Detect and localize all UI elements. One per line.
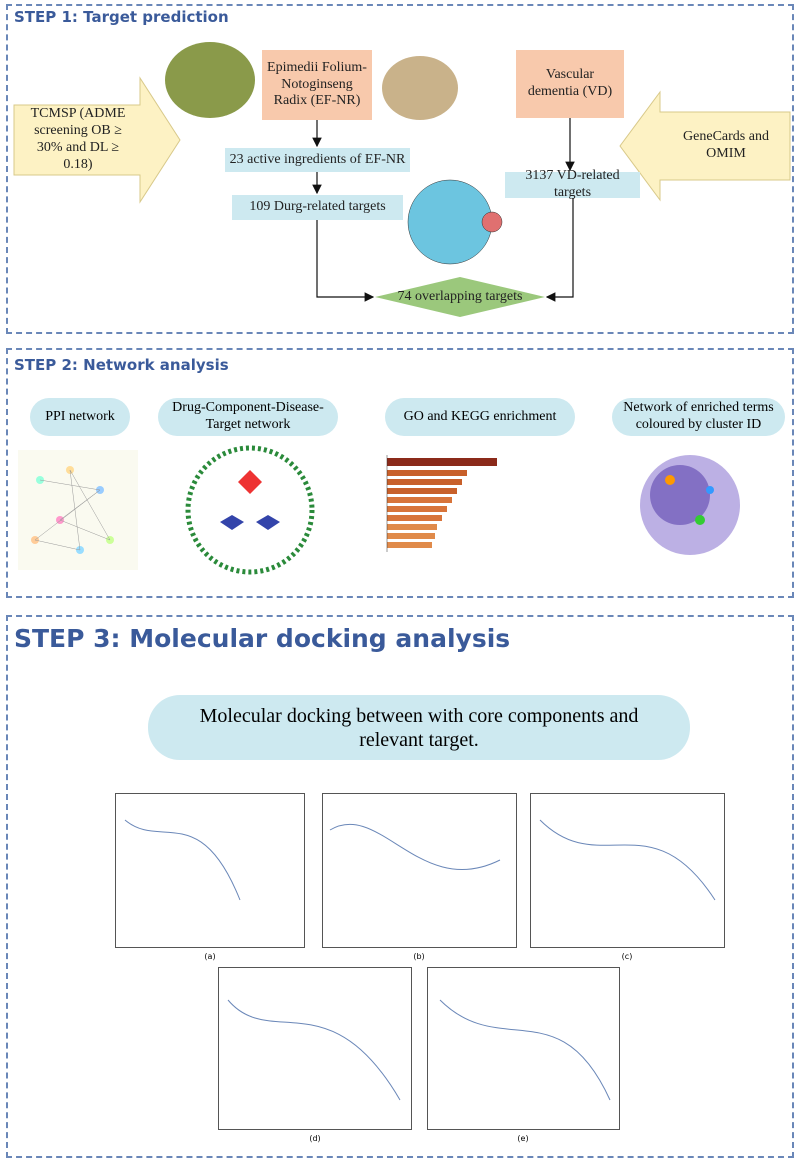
venn-drug bbox=[481, 211, 503, 233]
panel-title: GO and KEGG enrichment bbox=[385, 398, 575, 436]
node-label: GeneCards and OMIM bbox=[683, 129, 769, 161]
panel-label: (b) bbox=[413, 952, 425, 961]
step3-frame bbox=[6, 615, 794, 1158]
node-label: 74 overlapping targets bbox=[397, 288, 523, 304]
docking-ribbons bbox=[124, 819, 716, 1101]
node: Vascular dementia (VD) bbox=[516, 50, 624, 118]
arrow bbox=[316, 220, 375, 302]
description: Molecular docking between with core comp… bbox=[148, 695, 690, 760]
tcmsp-arrow bbox=[13, 76, 181, 204]
node: 23 active ingredients of EF-NR bbox=[225, 148, 410, 172]
genecards-arrow bbox=[619, 90, 791, 202]
ppi-image bbox=[18, 450, 138, 570]
panel-title: Drug-Component-Disease-Target network bbox=[158, 398, 338, 436]
dcdt-image bbox=[185, 445, 315, 575]
step-title: STEP 3: Molecular docking analysis bbox=[14, 624, 511, 653]
docking-panel bbox=[530, 793, 725, 948]
step-title: STEP 2: Network analysis bbox=[14, 356, 229, 374]
enrichment-image bbox=[386, 455, 497, 552]
root-image bbox=[382, 56, 458, 120]
arrow bbox=[545, 198, 574, 302]
panel-label: (d) bbox=[309, 1134, 321, 1143]
cluster-image bbox=[640, 455, 740, 555]
panel-label: (c) bbox=[621, 952, 633, 961]
overlap-diamond bbox=[375, 277, 545, 317]
panel-title: Network of enriched terms coloured by cl… bbox=[612, 398, 785, 436]
docking-panel bbox=[322, 793, 517, 948]
panel-label: (e) bbox=[517, 1134, 529, 1143]
step2-frame bbox=[6, 348, 794, 598]
step-title: STEP 1: Target prediction bbox=[14, 8, 229, 26]
step1-frame bbox=[6, 4, 794, 334]
leaf-image bbox=[165, 42, 255, 118]
panel-title: PPI network bbox=[30, 398, 130, 436]
docking-panel bbox=[115, 793, 305, 948]
node: 3137 VD-related targets bbox=[505, 168, 640, 200]
docking-panel bbox=[218, 967, 412, 1130]
panel-label: (a) bbox=[204, 952, 216, 961]
node: 109 Durg-related targets bbox=[232, 195, 403, 220]
docking-panel bbox=[427, 967, 620, 1130]
node-label: TCMSP (ADME screening OB ≥ 30% and DL ≥ … bbox=[30, 106, 126, 172]
node: Epimedii Folium-Notoginseng Radix (EF-NR… bbox=[262, 50, 372, 120]
